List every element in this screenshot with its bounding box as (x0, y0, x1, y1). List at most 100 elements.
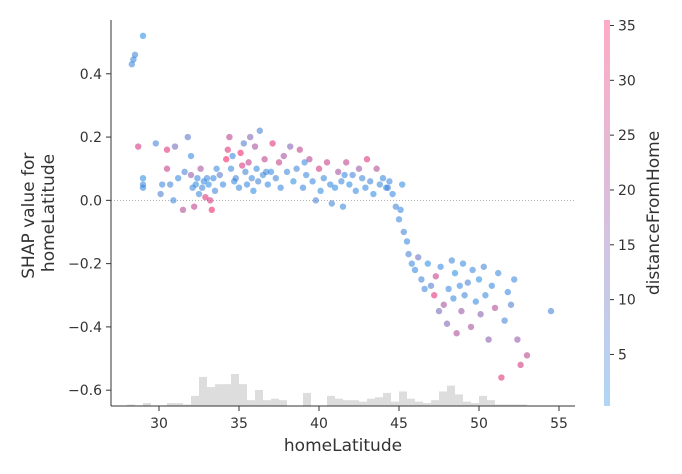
histogram-bar (255, 390, 263, 406)
scatter-point (384, 184, 391, 191)
scatter-point (418, 276, 425, 283)
scatter-point (443, 320, 451, 327)
scatter-point (251, 143, 259, 150)
y-axis-label: SHAP value for homeLatitude (19, 147, 59, 278)
histogram-bar (407, 398, 415, 406)
scatter-point (235, 184, 243, 191)
histogram-bar (279, 400, 287, 406)
y-tick-label: −0.6 (68, 383, 102, 399)
scatter-point (287, 143, 294, 150)
scatter-point (448, 257, 455, 264)
scatter-point (219, 181, 227, 188)
scatter-point (280, 152, 287, 160)
scatter-point (194, 174, 201, 182)
scatter-point (362, 184, 369, 191)
scatter-point (247, 133, 254, 141)
scatter-point (511, 276, 518, 283)
scatter-point (277, 184, 284, 191)
scatter-point (482, 292, 489, 299)
scatter-point (514, 336, 521, 343)
scatter-point (170, 197, 177, 204)
scatter-point (267, 168, 275, 176)
scatter-point (167, 181, 174, 188)
scatter-point (184, 133, 191, 141)
scatter-points (128, 32, 555, 381)
scatter-point (343, 159, 350, 166)
histogram-bar (439, 391, 447, 406)
scatter-point (237, 149, 244, 157)
histogram-bar (495, 404, 503, 406)
scatter-point (437, 263, 444, 270)
scatter-point (195, 190, 203, 198)
scatter-point (171, 143, 179, 150)
colorbar-tick-label: 15 (618, 238, 636, 254)
histogram-bar (199, 376, 207, 406)
scatter-point (464, 279, 471, 286)
scatter-point (408, 260, 415, 267)
histogram-bar (503, 404, 511, 406)
scatter-point (275, 159, 283, 166)
scatter-point (328, 200, 335, 207)
x-axis-ticks: 30 35 40 45 50 55 (150, 406, 568, 432)
scatter-point (435, 307, 443, 315)
y-tick-label: 0.2 (80, 130, 102, 146)
y-tick-label: −0.2 (68, 257, 102, 273)
scatter-point (395, 216, 403, 223)
scatter-point (315, 165, 323, 172)
scatter-point (210, 174, 217, 182)
scatter-point (459, 260, 467, 267)
scatter-point (421, 285, 428, 293)
scatter-point (208, 206, 215, 214)
scatter-point (181, 168, 188, 176)
histogram-bar (207, 387, 215, 406)
scatter-point (485, 336, 492, 343)
scatter-point (411, 266, 419, 274)
scatter-point (389, 190, 396, 198)
histogram-bar (423, 403, 431, 406)
x-axis-label: homeLatitude (284, 436, 402, 456)
colorbar-label: distanceFromHome (644, 131, 664, 295)
histogram-bar (511, 404, 519, 406)
scatter-point (191, 203, 198, 210)
scatter-point (187, 152, 195, 160)
scatter-point (367, 178, 374, 185)
scatter-point (363, 156, 371, 163)
scatter-point (451, 269, 459, 277)
scatter-point (450, 295, 457, 302)
scatter-point (239, 162, 246, 169)
scatter-point (480, 263, 487, 270)
scatter-point (349, 171, 356, 179)
colorbar (604, 20, 610, 406)
histogram-bar (519, 404, 527, 406)
histogram-bars (127, 374, 527, 406)
scatter-point (224, 146, 231, 153)
scatter-point (317, 187, 324, 195)
scatter-point (456, 282, 463, 289)
y-tick-label: −0.4 (68, 320, 102, 336)
scatter-point (445, 285, 452, 293)
scatter-point (405, 250, 412, 258)
scatter-point (346, 181, 353, 188)
scatter-point (323, 159, 331, 166)
scatter-point (335, 168, 342, 176)
scatter-point (498, 374, 505, 381)
scatter-point (264, 181, 271, 188)
scatter-point (301, 159, 308, 166)
scatter-point (370, 190, 377, 198)
scatter-point (547, 307, 555, 315)
scatter-point (131, 51, 139, 59)
scatter-point (207, 197, 214, 204)
colorbar-ticks: 5 10 15 20 25 30 35 (610, 18, 636, 363)
scatter-point (152, 140, 159, 147)
scatter-point (472, 298, 479, 305)
scatter-point (475, 276, 483, 283)
histogram-bar (471, 403, 479, 406)
histogram-bar (455, 394, 463, 406)
scatter-point (359, 174, 366, 182)
scatter-point (355, 165, 363, 172)
scatter-point (415, 254, 422, 261)
scatter-point (296, 146, 303, 153)
scatter-point (392, 203, 399, 210)
scatter-point (175, 174, 182, 182)
scatter-point (250, 187, 257, 195)
